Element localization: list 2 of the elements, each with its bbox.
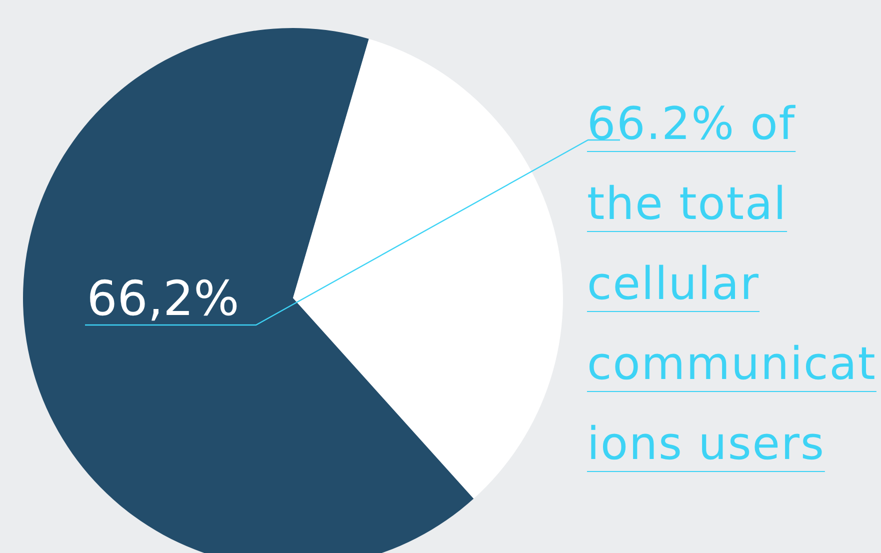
data-label: 66,2% (86, 271, 240, 327)
text: 66.2% of the total cellular communications users (587, 96, 878, 472)
